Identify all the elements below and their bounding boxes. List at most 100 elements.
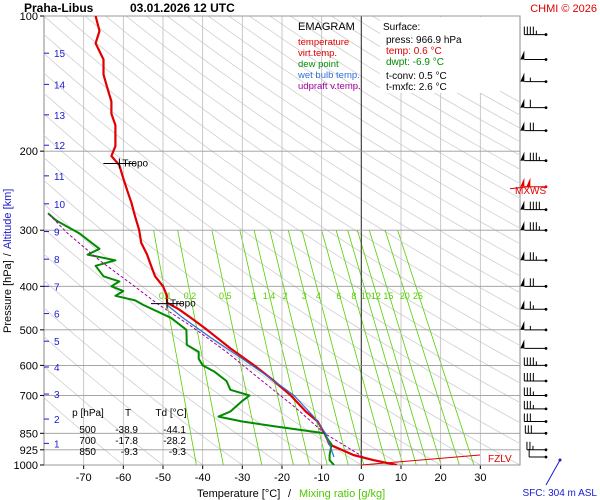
wind-barb-dot: [544, 394, 548, 397]
y-tick-label: 200: [20, 146, 38, 158]
fzlv-marker: [361, 454, 481, 466]
mixing-ratio-label: 1: [252, 291, 257, 301]
surface-temp: temp: 0.6 °C: [386, 46, 442, 57]
mixing-ratio-label: 12: [371, 291, 381, 301]
y-tick-label: 500: [20, 325, 38, 337]
y-tick-label: 400: [20, 281, 38, 293]
mixing-ratio-line: [356, 230, 428, 465]
datetime-title: 03.01.2026 12 UTC: [130, 1, 235, 15]
series-layer: [47, 16, 562, 486]
dry-adiabat: [84, 16, 520, 311]
x-tick-label: 30: [474, 472, 486, 484]
wind-barb-pennant: [526, 177, 531, 187]
dry-adiabat: [166, 16, 520, 245]
wind-barbs: [520, 26, 548, 459]
wind-barb-pennant: [520, 339, 525, 349]
wind-barb-dot: [544, 80, 548, 84]
mixing-ratio-line: [177, 230, 224, 465]
table-cell: -44.1: [163, 425, 186, 436]
wind-barb-dot: [544, 284, 548, 288]
dry-adiabat: [64, 16, 520, 328]
surface-wind-dot: [558, 458, 562, 462]
wind-barb-dot: [544, 307, 548, 311]
y-tick-label: 600: [20, 360, 38, 372]
x-tick-label: -30: [234, 472, 250, 484]
mixing-ratio-line: [347, 230, 417, 465]
legend-virt-temp: virt.temp.: [298, 48, 337, 59]
wind-barb-dot: [544, 106, 548, 110]
x-tick-label: 0: [358, 472, 364, 484]
table-cell: 850: [79, 447, 96, 458]
chart-title: EMAGRAM: [298, 21, 355, 33]
table-cell: 500: [79, 425, 96, 436]
wind-barb-dot: [544, 431, 548, 435]
dry-adiabat: [44, 53, 520, 384]
table-header-p: p [hPa]: [72, 408, 104, 419]
mixing-ratio-line: [287, 230, 349, 465]
x-tick-label: -60: [115, 472, 131, 484]
dry-adiabat: [207, 16, 520, 214]
x-axis-label-separator: /: [288, 488, 292, 500]
wind-barb-dot: [544, 420, 548, 423]
table-header-td: Td [°C]: [155, 408, 186, 419]
y-tick-label: 300: [20, 225, 38, 237]
y-tick-label: 1000: [14, 460, 38, 472]
wind-barb-pennant: [520, 200, 525, 210]
mixing-ratio-line: [211, 230, 263, 465]
mixing-ratio-label: 0.1: [159, 291, 172, 301]
dry-adiabat: [44, 16, 520, 346]
mixing-ratio-line: [397, 230, 475, 465]
mixing-ratio-label: 6: [336, 291, 341, 301]
legend-dew-point: dew point: [298, 59, 339, 70]
dry-adiabat: [146, 16, 520, 261]
surface-press: press: 966.9 hPa: [386, 35, 462, 46]
dry-adiabat: [105, 16, 520, 294]
wind-barb-pennant: [520, 177, 525, 187]
surface-title: Surface:: [383, 22, 420, 33]
dry-adiabat: [44, 33, 520, 365]
y-tick-label: 925: [20, 445, 38, 457]
wind-barb-pennant: [520, 50, 525, 60]
wind-barb-dot: [544, 228, 548, 232]
credit-text: CHMI © 2026: [530, 3, 597, 15]
wind-barb-dot: [544, 455, 548, 459]
mixing-ratio-label: 2: [283, 291, 288, 301]
mixing-ratio-label: 0.5: [219, 291, 232, 301]
mixing-ratio-line: [239, 230, 294, 465]
mixing-ratio-line: [321, 230, 387, 465]
wind-barb-pennant: [520, 277, 525, 287]
legend-updraft: udpraft v.temp.: [298, 81, 361, 92]
fzlv-label: FZLV: [488, 454, 512, 465]
altitude-label: 4: [54, 363, 60, 374]
y-tick-label: 850: [20, 428, 38, 440]
wind-barb-dot: [544, 347, 548, 350]
mixing-ratio-label: 4: [316, 291, 321, 301]
wind-barb-dot: [544, 448, 548, 452]
altitude-label: 11: [54, 172, 65, 183]
mixing-ratio-label: 1.4: [263, 291, 276, 301]
sfc-label: SFC: 304 m ASL: [523, 488, 598, 499]
table-cell: 700: [79, 436, 96, 447]
series-udpraft-v-temp: [47, 212, 364, 458]
altitude-label: 9: [54, 228, 60, 239]
wind-barb-dot: [544, 328, 548, 332]
mixing-ratio-label: 15: [383, 291, 393, 301]
mixing-ratio-label: 0.2: [184, 291, 197, 301]
x-tick-label: -40: [195, 472, 211, 484]
wind-barb-pennant: [520, 251, 525, 261]
mixing-ratio-line: [269, 230, 328, 465]
table-cell: -9.3: [169, 447, 187, 458]
mixing-ratio-lines: [153, 230, 475, 465]
surface-tconv: t-conv: 0.5 °C: [386, 71, 447, 82]
y-tick-label: 700: [20, 390, 38, 402]
wind-barb-pennant: [520, 300, 525, 310]
series-wet-bulb-temp: [166, 304, 335, 458]
series-dew-point: [47, 212, 335, 465]
altitude-label: 7: [54, 282, 60, 293]
wind-barb-pennant: [520, 151, 525, 161]
altitude-label: 5: [54, 337, 60, 348]
wind-barb-pennant: [520, 221, 525, 231]
wind-barb-pennant: [520, 121, 525, 131]
mixing-ratio-label: 25: [413, 291, 423, 301]
